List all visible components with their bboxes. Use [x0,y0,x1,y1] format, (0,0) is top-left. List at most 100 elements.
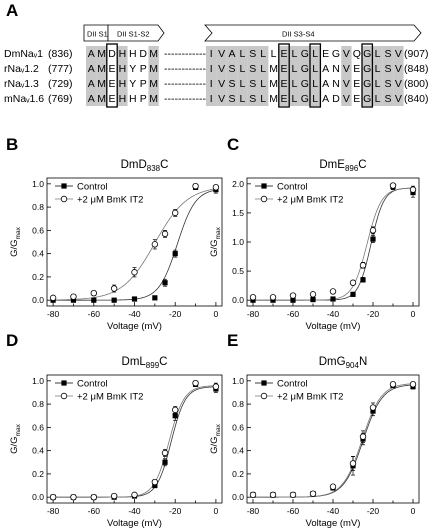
align-residue: G [301,48,309,60]
y-axis-label-main: G/G [9,239,20,256]
align-shade [206,46,217,61]
y-tick-label: 0.0 [232,492,244,502]
y-tick-label: 0.2 [232,469,244,479]
data-point-bmk [269,294,277,301]
y-tick-label: 0.4 [32,249,44,259]
legend-marker-control [261,183,267,189]
y-tick-label: 0.8 [32,202,44,212]
align-residue: V [343,63,350,75]
x-axis-label: Voltage (mV) [107,321,162,332]
align-residue: L [271,48,277,60]
fit-curve-control [53,386,216,498]
align-row-start: (836) [48,48,73,60]
align-shade [96,76,107,91]
align-residue: L [239,93,245,105]
align-shade [310,76,321,91]
y-axis-label-sub: max [15,423,22,436]
y-tick-label: 0.2 [32,272,44,282]
align-residue: M [149,63,158,75]
align-residue: A [228,48,235,60]
align-row-end: (800) [404,78,429,90]
align-shade [226,46,238,61]
align-residue: L [312,48,318,60]
data-point-bmk [389,381,397,388]
align-residue: N [332,63,340,75]
x-tick-label: -80 [47,309,60,319]
align-residue: V [218,48,225,60]
chart-title-sub: 899 [146,361,160,370]
align-residue: D [139,48,147,60]
x-tick-label: -60 [88,309,101,319]
align-residue: A [322,78,329,90]
align-row-end: (848) [404,63,429,75]
align-shade [148,91,159,106]
y-tick-label: 0.0 [232,295,244,305]
align-shade [247,46,258,61]
align-shade [393,91,404,106]
y-tick-label: 1.0 [232,237,244,247]
x-tick-label: -80 [247,506,260,516]
chart-title-main: DmE [319,159,345,171]
legend-marker-control [261,380,267,386]
align-residue: M [97,48,106,60]
domain-label-s1s2: DII S1-S2 [117,30,150,39]
align-residue: G [301,93,309,105]
align-shade [237,91,248,106]
align-shade [341,76,352,91]
align-residue: Y [129,63,136,75]
align-shade [299,61,310,76]
align-shade [86,61,97,76]
data-point-bmk [131,491,138,499]
align-residue: S [384,78,391,90]
align-shade [237,76,248,91]
align-residue: L [239,63,245,75]
align-residue: M [97,78,106,90]
y-axis-label-main: G/G [209,239,220,256]
mutation-site-box [106,43,118,108]
data-point-control [370,236,376,242]
align-shade [216,76,227,91]
y-tick-label: 0.6 [232,422,244,432]
data-point-bmk [289,491,297,499]
align-residue: G [301,78,309,90]
data-point-bmk [359,262,367,269]
align-residue: M [97,93,106,105]
align-residue: H [119,48,127,60]
data-point-bmk [249,294,257,301]
data-point-control [360,277,366,283]
align-shade [299,76,310,91]
data-point-bmk [309,291,317,298]
y-tick-label: 0.0 [32,295,44,305]
align-residue: I [210,78,213,90]
x-tick-label: -60 [287,309,300,319]
data-point-bmk [192,379,199,387]
align-residue: V [218,93,225,105]
y-tick-label: 1.0 [32,376,44,386]
x-tick-label: -80 [247,309,260,319]
align-residue: A [88,93,95,105]
align-shade [226,61,238,76]
align-residue: G [363,93,371,105]
data-point-bmk [409,186,417,193]
data-point-bmk [192,182,199,190]
align-row-name: DmNaᵥ1 [4,48,43,60]
align-shade [310,61,321,76]
x-tick-label: -40 [128,309,141,319]
align-shade [117,91,128,106]
data-point-bmk [249,491,257,499]
data-point-bmk [309,490,317,497]
x-tick-label: -40 [327,309,340,319]
data-point-control [152,295,158,301]
align-shade [237,61,248,76]
y-axis-label: G/Gmax [209,226,222,256]
chart-panel-b: B DmD838C -80 -60 -40 -20 0 0.0 0.2 0.4 0.6 0.8 1.0 V… [6,135,223,332]
align-residue: A [322,93,329,105]
align-residue: H [119,63,127,75]
align-shade [148,76,159,91]
y-axis-label-main: G/G [209,436,220,453]
align-residue: H [119,93,127,105]
align-residue: E [353,63,360,75]
data-point-bmk [329,483,337,490]
align-row-name: rNaᵥ1.2 [4,63,39,75]
